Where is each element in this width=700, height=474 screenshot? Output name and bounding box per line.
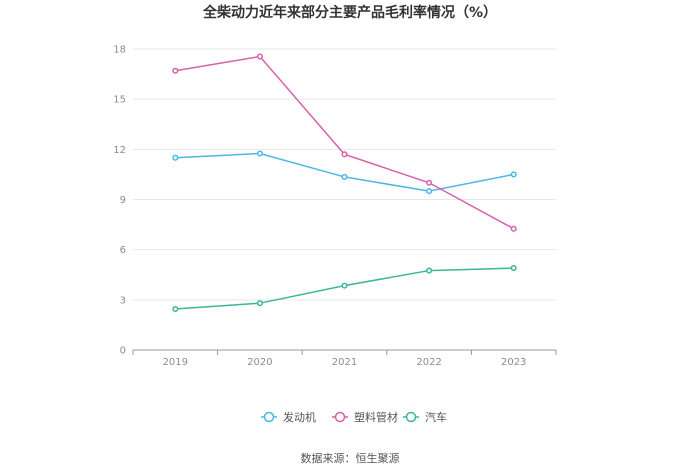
y-tick-label: 9 [120, 195, 126, 206]
data-point[interactable] [172, 154, 179, 161]
data-point[interactable] [341, 151, 348, 158]
data-point[interactable] [426, 179, 433, 186]
series-3 [172, 265, 517, 313]
legend-label: 塑料管材 [354, 410, 398, 424]
y-tick-label: 0 [120, 346, 126, 357]
y-axis: 0 3 6 9 12 15 18 [113, 45, 126, 357]
legend[interactable]: 发动机 塑料管材 汽车 [261, 410, 447, 424]
legend-item-2[interactable]: 塑料管材 [332, 410, 398, 424]
legend-item-1[interactable]: 发动机 [261, 410, 316, 424]
y-tick-label: 3 [120, 295, 126, 306]
series-2 [172, 53, 517, 232]
data-point[interactable] [256, 150, 263, 157]
legend-item-3[interactable]: 汽车 [403, 410, 447, 424]
chart-title: 全柴动力近年来部分主要产品毛利率情况（%） [202, 4, 497, 21]
x-tick-label: 2020 [247, 357, 272, 368]
y-tick-label: 15 [113, 95, 126, 106]
legend-label: 汽车 [425, 410, 447, 424]
data-point[interactable] [510, 225, 517, 232]
source-note: 数据来源：恒生聚源 [301, 451, 400, 465]
legend-marker [263, 411, 275, 423]
x-tick-label: 2022 [416, 357, 441, 368]
data-point[interactable] [426, 267, 433, 274]
data-point[interactable] [510, 265, 517, 272]
y-tick-label: 12 [113, 145, 126, 156]
data-point[interactable] [172, 67, 179, 74]
data-point[interactable] [341, 282, 348, 289]
series-line [175, 55, 515, 230]
data-point[interactable] [426, 188, 433, 195]
series-group [172, 53, 517, 313]
series-1 [172, 150, 517, 195]
y-tick-label: 18 [113, 45, 126, 56]
x-tick-label: 2023 [501, 357, 526, 368]
x-tick-label: 2021 [332, 357, 357, 368]
x-tick-label: 2019 [163, 357, 188, 368]
data-point[interactable] [510, 171, 517, 178]
gridlines [133, 48, 556, 301]
series-line [175, 152, 514, 192]
legend-marker [334, 411, 346, 423]
x-axis: 2019 2020 2021 2022 2023 [132, 349, 557, 368]
legend-marker [405, 411, 417, 423]
data-point[interactable] [341, 173, 348, 180]
data-point[interactable] [256, 53, 263, 60]
y-tick-label: 6 [120, 245, 126, 256]
data-point[interactable] [172, 305, 179, 313]
data-point[interactable] [256, 300, 263, 307]
legend-label: 发动机 [283, 410, 316, 424]
